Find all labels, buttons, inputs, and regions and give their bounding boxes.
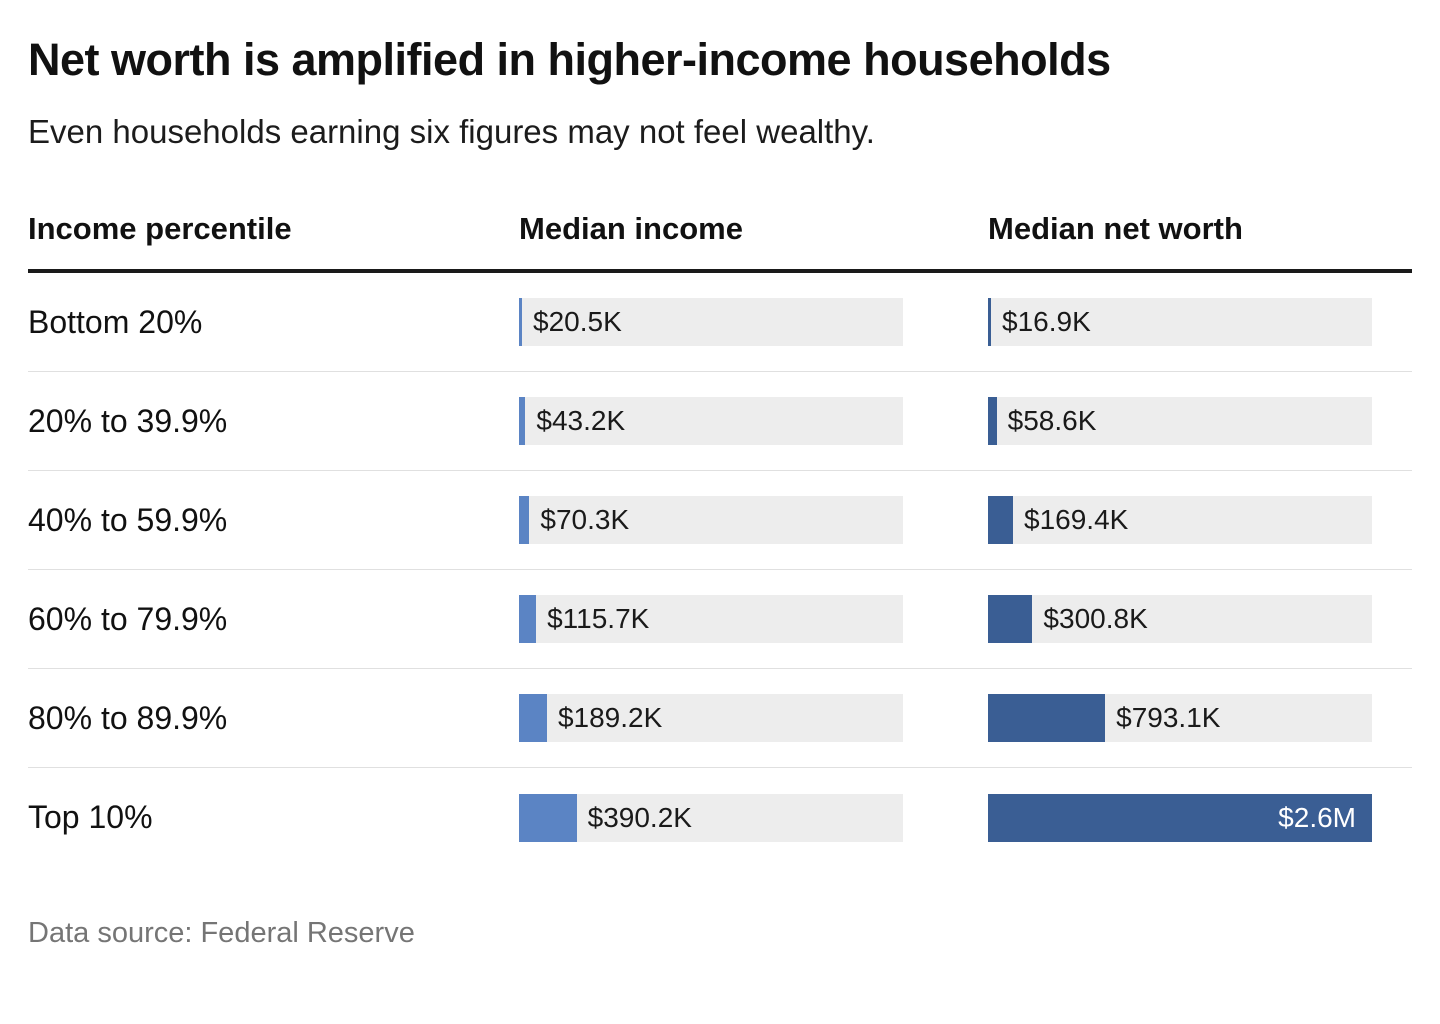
table-row: 60% to 79.9% $115.7K $300.8K xyxy=(28,570,1412,670)
median-net-worth-bar xyxy=(988,298,991,347)
median-net-worth-value-label: $793.1K xyxy=(1116,702,1221,734)
median-net-worth-bar-track: $16.9K xyxy=(988,298,1372,347)
median-income-value-label: $189.2K xyxy=(557,702,663,734)
income-percentile-label: 60% to 79.9% xyxy=(28,600,228,637)
column-header-median-income: Median income xyxy=(519,211,743,247)
income-percentile-label: 80% to 89.9% xyxy=(28,699,228,736)
median-net-worth-bar xyxy=(988,397,997,446)
median-net-worth-value-label: $58.6K xyxy=(1007,405,1097,437)
median-net-worth-bar-track: $169.4K xyxy=(988,496,1372,545)
table-row: Top 10% $390.2K $2.6M xyxy=(28,768,1412,867)
median-income-bar-track: $43.2K xyxy=(519,397,903,446)
income-percentile-label: 40% to 59.9% xyxy=(28,501,228,538)
median-income-value-label: $390.2K xyxy=(587,801,692,833)
median-income-value-label: $43.2K xyxy=(536,405,626,437)
median-income-bar xyxy=(519,595,537,644)
median-income-bar-track: $390.2K xyxy=(519,793,903,842)
table-header-row: Income percentile Median income Median n… xyxy=(28,211,1412,247)
median-income-value-label: $115.7K xyxy=(547,603,650,635)
median-income-bar xyxy=(519,496,530,545)
median-net-worth-bar-track: $58.6K xyxy=(988,397,1372,446)
income-percentile-label: 20% to 39.9% xyxy=(28,402,228,439)
income-percentile-label: Top 10% xyxy=(28,799,153,836)
income-percentile-label: Bottom 20% xyxy=(28,303,203,340)
median-income-bar xyxy=(519,793,577,842)
median-net-worth-bar xyxy=(988,496,1014,545)
median-net-worth-bar-track: $2.6M xyxy=(988,793,1372,842)
column-header-median-net-worth: Median net worth xyxy=(988,211,1243,247)
median-net-worth-value-label: $16.9K xyxy=(1002,306,1091,338)
chart-card: Net worth is amplified in higher-income … xyxy=(28,34,1412,950)
median-income-bar xyxy=(519,694,547,743)
median-net-worth-bar xyxy=(988,595,1033,644)
median-income-bar-track: $189.2K xyxy=(519,694,903,743)
table-row: 80% to 89.9% $189.2K $793.1K xyxy=(28,669,1412,769)
median-income-value-label: $70.3K xyxy=(540,504,630,536)
median-net-worth-value-label: $300.8K xyxy=(1043,603,1148,635)
table-body: Bottom 20% $20.5K $16.9K 20% to 39.9% $4… xyxy=(28,273,1412,867)
table-row: 20% to 39.9% $43.2K $58.6K xyxy=(28,372,1412,472)
median-net-worth-bar xyxy=(988,694,1106,743)
table-row: 40% to 59.9% $70.3K $169.4K xyxy=(28,471,1412,571)
median-income-bar-track: $115.7K xyxy=(519,595,903,644)
table-row: Bottom 20% $20.5K $16.9K xyxy=(28,273,1412,373)
median-income-bar-track: $70.3K xyxy=(519,496,903,545)
median-income-bar-track: $20.5K xyxy=(519,298,903,347)
header-rule xyxy=(28,269,1412,274)
data-source-note: Data source: Federal Reserve xyxy=(28,917,415,950)
median-net-worth-value-label: $169.4K xyxy=(1024,504,1129,536)
median-income-value-label: $20.5K xyxy=(533,306,622,338)
median-income-bar xyxy=(519,397,526,446)
median-net-worth-value-label: $2.6M xyxy=(1278,801,1356,833)
median-net-worth-bar-track: $300.8K xyxy=(988,595,1372,644)
median-income-bar xyxy=(519,298,523,347)
median-net-worth-bar-track: $793.1K xyxy=(988,694,1372,743)
chart-title: Net worth is amplified in higher-income … xyxy=(28,34,1111,85)
chart-subtitle: Even households earning six figures may … xyxy=(28,112,875,150)
column-header-income-percentile: Income percentile xyxy=(28,211,292,247)
median-net-worth-bar: $2.6M xyxy=(988,793,1372,842)
